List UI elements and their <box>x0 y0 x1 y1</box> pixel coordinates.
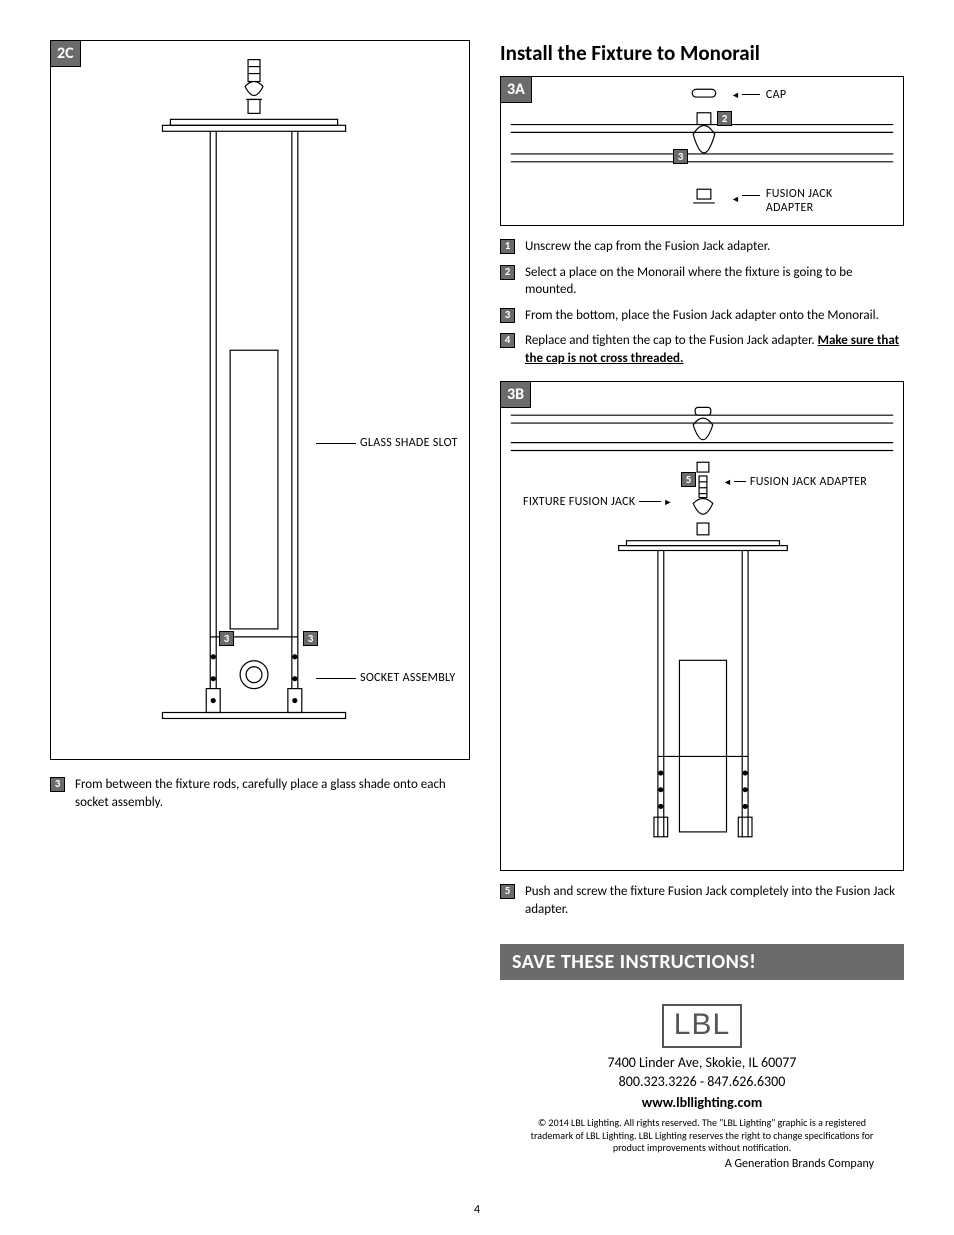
save-instructions-banner: SAVE THESE INSTRUCTIONS! <box>500 944 904 980</box>
step-text-3: From between the fixture rods, carefully… <box>75 776 470 811</box>
step-text-3r: From the bottom, place the Fusion Jack a… <box>525 307 879 325</box>
diagram-tag-3a: 3A <box>500 76 532 103</box>
callout-3a-3: 3 <box>673 149 688 164</box>
diagram-tag-3b: 3B <box>500 381 531 408</box>
brand-line: A Generation Brands Company <box>500 1157 904 1171</box>
diagram-3a-svg <box>501 77 903 225</box>
step-num-3: 3 <box>50 777 65 792</box>
fixture-svg <box>51 41 469 759</box>
step-num-5: 5 <box>500 884 515 899</box>
step-5: 5 Push and screw the fixture Fusion Jack… <box>500 883 904 918</box>
label-socket-assembly: SOCKET ASSEMBLY <box>360 671 456 685</box>
step-2c-3: 3 From between the fixture rods, careful… <box>50 776 470 811</box>
diagram-3b: 3B <box>500 381 904 871</box>
phone: 800.323.3226 - 847.626.6300 <box>500 1073 904 1090</box>
diagram-tag-2c: 2C <box>50 40 81 67</box>
steps-3a: 1 Unscrew the cap from the Fusion Jack a… <box>500 238 904 367</box>
page-number: 4 <box>474 1203 480 1217</box>
step-num-2: 2 <box>500 265 515 280</box>
step-num-4: 4 <box>500 333 515 348</box>
label-fja-3b: FUSION JACK ADAPTER <box>750 475 867 489</box>
website: www.lbllighting.com <box>500 1094 904 1111</box>
step-text-2: Select a place on the Monorail where the… <box>525 264 904 299</box>
step-num-1: 1 <box>500 239 515 254</box>
label-glass-shade-slot: GLASS SHADE SLOT <box>360 436 458 450</box>
callout-3a-2: 2 <box>717 111 732 126</box>
step-4-pre: Replace and tighten the cap to the Fusio… <box>525 333 815 348</box>
diagram-2c: 2C <box>50 40 470 760</box>
step-text-5: Push and screw the fixture Fusion Jack c… <box>525 883 904 918</box>
step-num-3r: 3 <box>500 308 515 323</box>
callout-3-left-a: 3 <box>219 631 234 646</box>
diagram-3a: 3A 2 3 <box>500 76 904 226</box>
footer: LBL 7400 Linder Ave, Skokie, IL 60077 80… <box>500 992 904 1171</box>
step-1: 1 Unscrew the cap from the Fusion Jack a… <box>500 238 904 256</box>
callout-3b-5: 5 <box>681 472 696 487</box>
label-fja-3a: FUSION JACK ADAPTER <box>766 187 833 215</box>
label-fixture-fusion-jack: FIXTURE FUSION JACK <box>523 495 635 509</box>
logo: LBL <box>662 1004 742 1048</box>
address: 7400 Linder Ave, Skokie, IL 60077 <box>500 1054 904 1071</box>
label-cap: CAP <box>766 88 786 102</box>
callout-3-left-b: 3 <box>303 631 318 646</box>
step-3r: 3 From the bottom, place the Fusion Jack… <box>500 307 904 325</box>
step-2: 2 Select a place on the Monorail where t… <box>500 264 904 299</box>
legal-text: © 2014 LBL Lighting. All rights reserved… <box>500 1117 904 1155</box>
diagram-3b-svg <box>501 382 903 870</box>
step-text-1: Unscrew the cap from the Fusion Jack ada… <box>525 238 770 256</box>
section-heading: Install the Fixture to Monorail <box>500 40 904 66</box>
step-4: 4 Replace and tighten the cap to the Fus… <box>500 332 904 367</box>
step-text-4: Replace and tighten the cap to the Fusio… <box>525 332 904 367</box>
